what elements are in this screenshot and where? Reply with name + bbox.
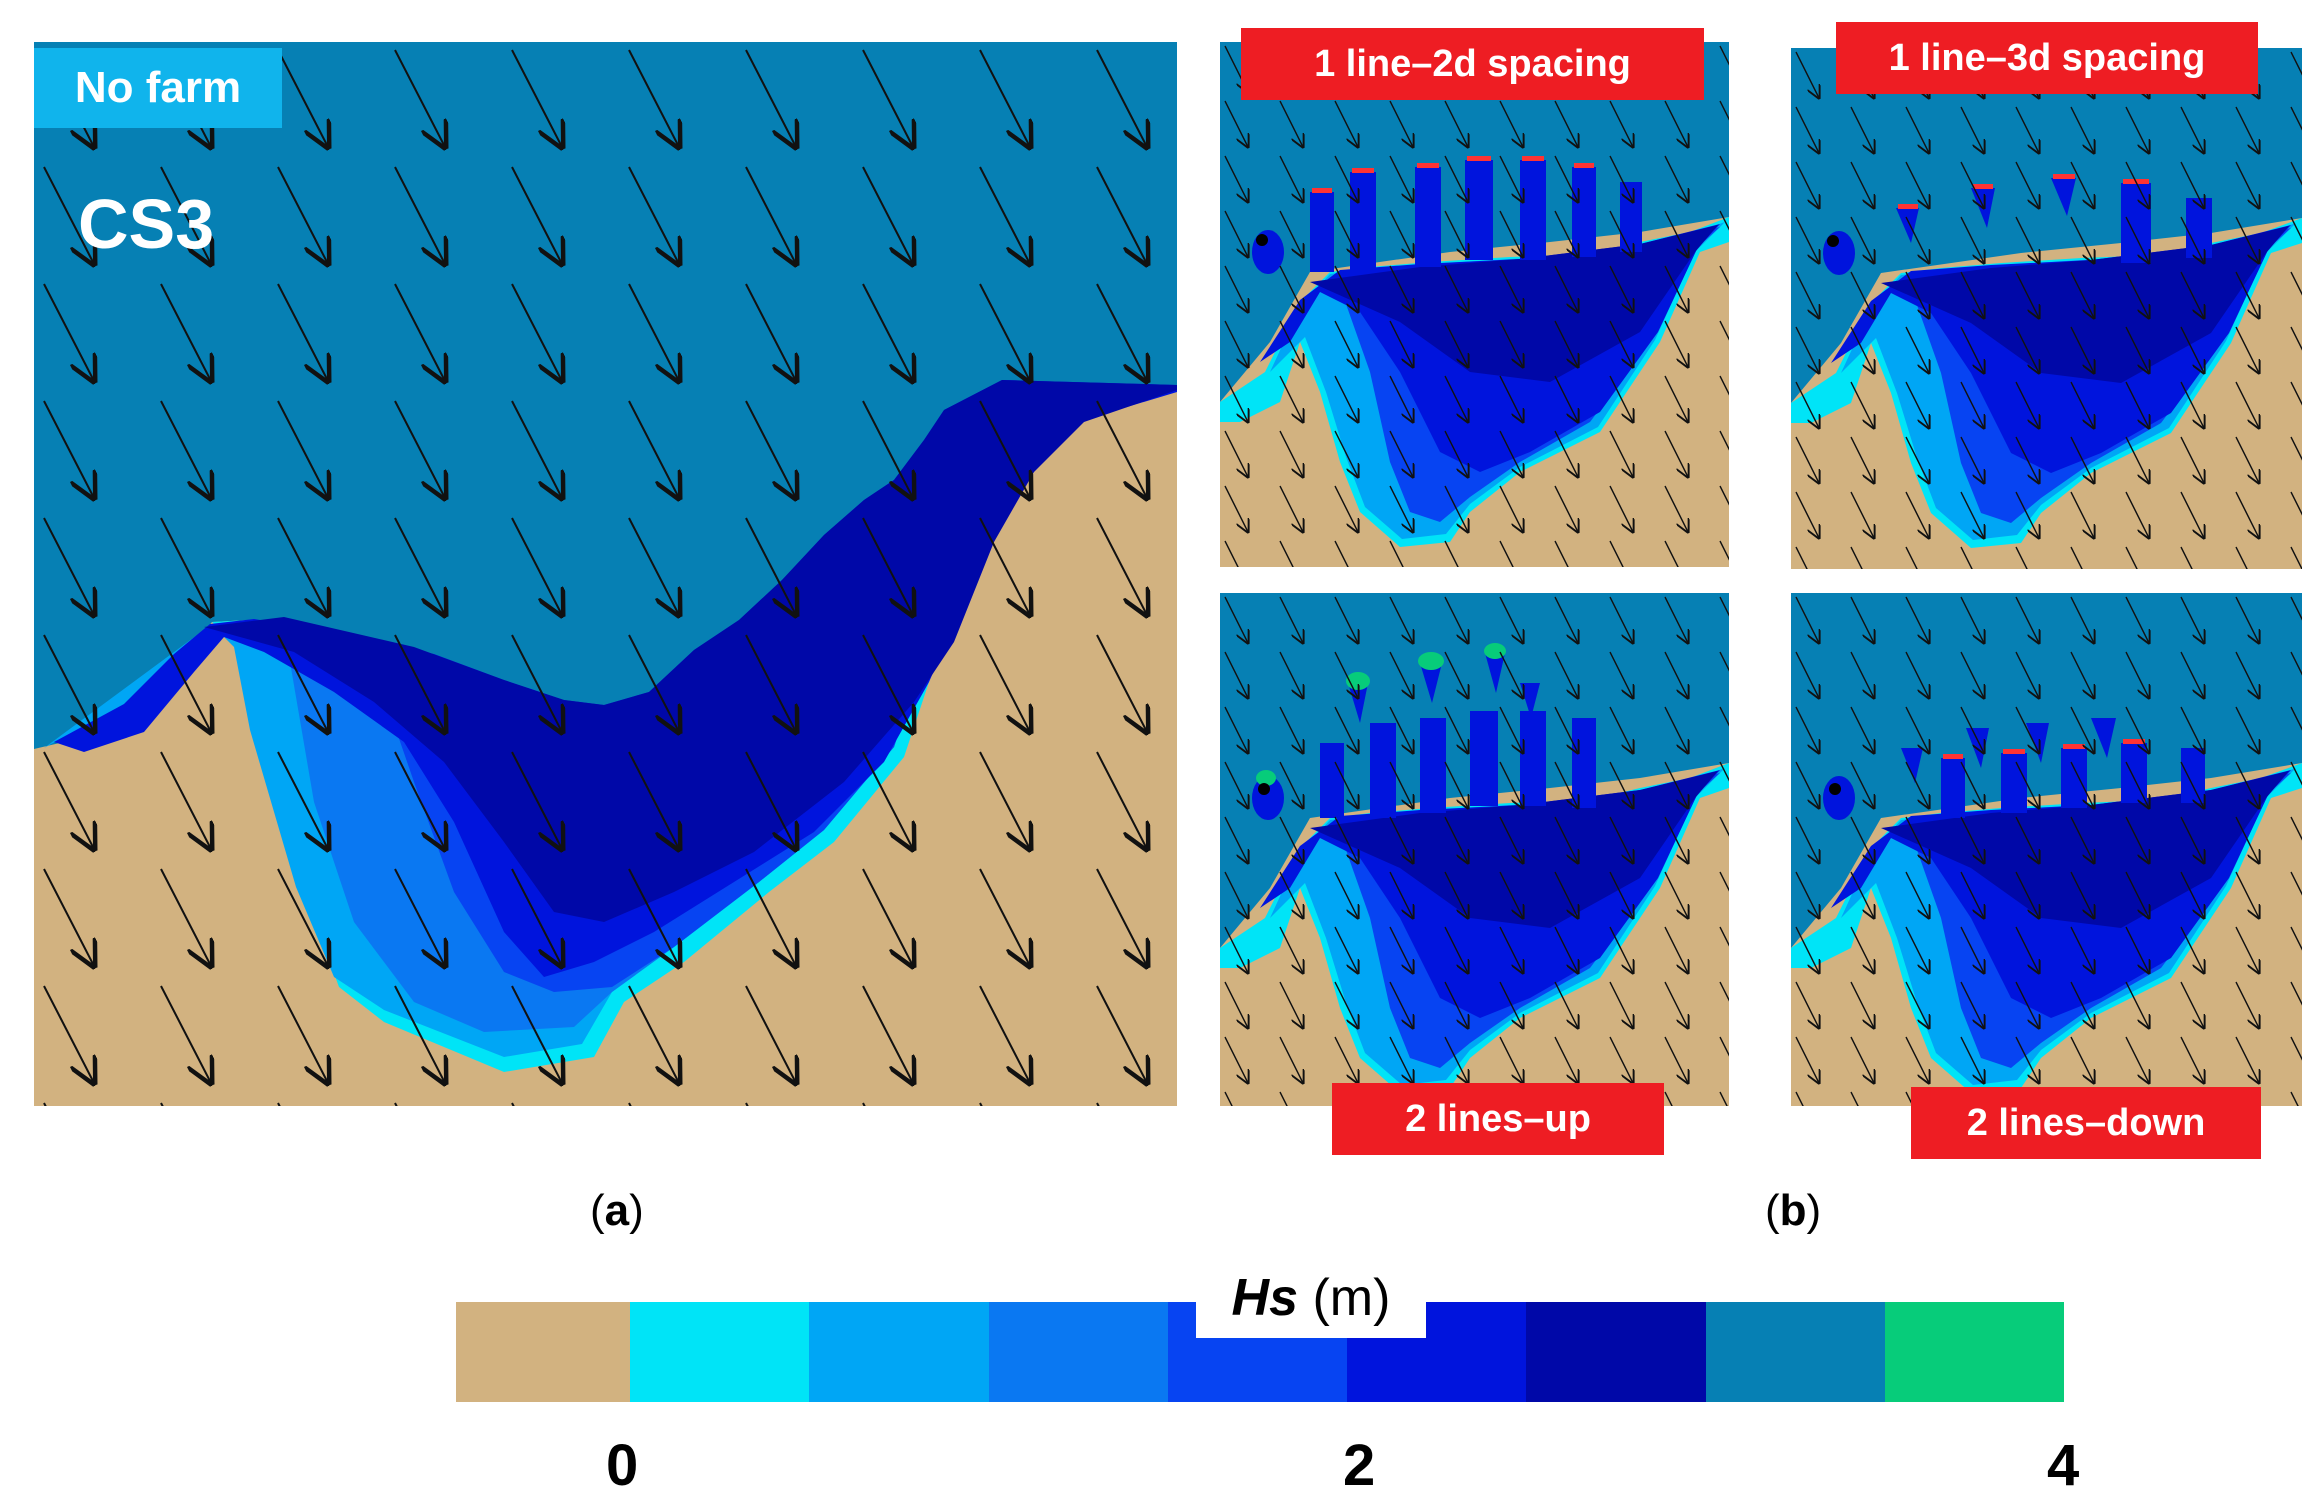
scenario-label-1-line-3d: 1 line–3d spacing: [1836, 22, 2258, 94]
panel-caption-a: (a): [590, 1186, 644, 1235]
panel-letter-b: b: [1779, 1186, 1807, 1235]
colorbar-swatch: [1526, 1302, 1706, 1402]
case-label: CS3: [78, 185, 215, 263]
colorbar-tick-4: 4: [2047, 1433, 2080, 1498]
colorbar-unit: (m): [1312, 1269, 1391, 1327]
colorbar-swatch: [988, 1302, 1168, 1402]
scenario-label-1-line-2d: 1 line–2d spacing: [1241, 28, 1704, 100]
map-panel-2-lines-up: [1220, 593, 1729, 1106]
panel-letter-a: a: [604, 1186, 630, 1235]
scenario-label-2-lines-down: 2 lines–down: [1911, 1087, 2261, 1159]
colorbar-tick-0: 0: [606, 1433, 639, 1498]
map-panel-1-line-3d-spacing: [1791, 48, 2302, 569]
map-panel-no-farm: [34, 42, 1177, 1106]
wave-direction-arrows: [34, 42, 1177, 1106]
map-panel-2-lines-down: [1791, 593, 2302, 1106]
colorbar-swatch: [1884, 1302, 2064, 1402]
colorbar-swatch: [1705, 1302, 1885, 1402]
colorbar-swatch: [630, 1302, 810, 1402]
no-farm-label: No farm: [34, 48, 282, 128]
colorbar-swatch: [456, 1302, 630, 1402]
scenario-label-2-lines-up: 2 lines–up: [1332, 1083, 1664, 1155]
panel-caption-b: (b): [1765, 1186, 1822, 1235]
map-panel-1-line-2d-spacing: [1220, 42, 1729, 567]
colorbar-swatch: [809, 1302, 989, 1402]
colorbar-tick-2: 2: [1343, 1433, 1376, 1498]
colorbar-variable: Hs: [1231, 1269, 1299, 1327]
colorbar-title: Hs (m): [1196, 1258, 1426, 1338]
